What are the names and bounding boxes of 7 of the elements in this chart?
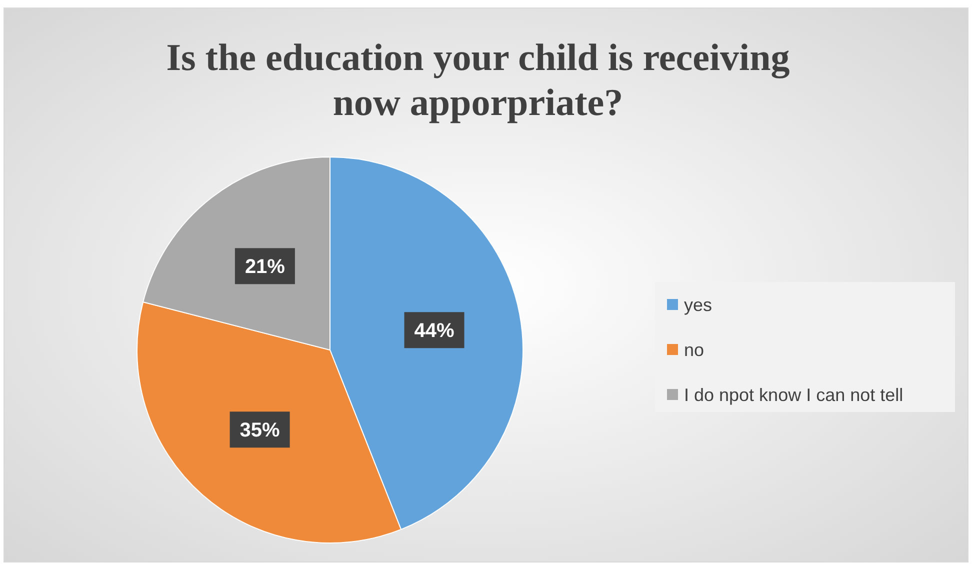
- slice-label: yes: [684, 295, 712, 315]
- data-label: 44%: [414, 320, 454, 342]
- data-label: 21%: [244, 256, 286, 278]
- data-label: 35%: [240, 420, 280, 442]
- legend-label: no: [684, 340, 704, 360]
- chart-title: Is the education your child is receiving now apporpriate?: [166, 37, 790, 124]
- legend-label: I do npot know I can not tell: [684, 385, 904, 405]
